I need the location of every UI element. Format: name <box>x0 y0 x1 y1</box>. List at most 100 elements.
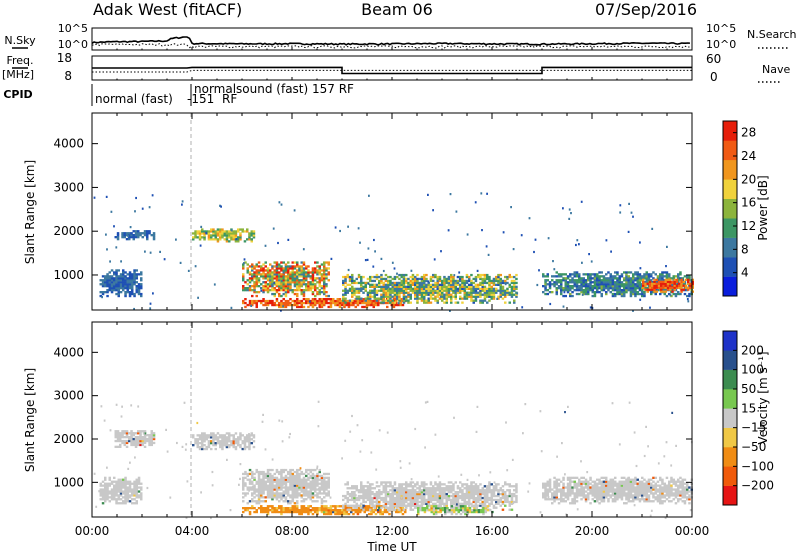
velocity-cell <box>124 490 127 493</box>
power-cell <box>659 279 662 282</box>
power-cell <box>106 275 109 278</box>
velocity-cell <box>452 489 455 492</box>
velocity-cell <box>409 504 412 507</box>
velocity-cell <box>445 487 448 490</box>
power-cell <box>309 287 312 290</box>
velocity-cell <box>425 498 428 502</box>
power-cell <box>260 301 263 305</box>
power-cell <box>234 236 238 239</box>
velocity-cell <box>497 502 500 505</box>
velocity-cell <box>314 494 317 497</box>
power-cell <box>407 301 410 304</box>
power-cell <box>407 295 410 298</box>
power-cell <box>443 293 446 296</box>
velocity-cell <box>302 500 306 503</box>
power-cell <box>378 285 381 288</box>
power-cell <box>122 285 125 288</box>
power-cell <box>488 295 491 298</box>
power-cell <box>242 275 245 278</box>
velocity-cell <box>345 507 348 510</box>
power-cell <box>382 285 385 288</box>
velocity-cell <box>316 474 319 478</box>
velocity-cell <box>420 489 424 492</box>
power-cell <box>128 294 132 298</box>
velocity-cell <box>472 496 475 500</box>
velocity-cell <box>506 483 509 486</box>
velocity-cell <box>356 510 360 514</box>
power-cell <box>546 273 549 276</box>
power-scatter <box>163 258 166 261</box>
power-cell <box>234 234 238 237</box>
velocity-cell <box>396 504 399 507</box>
power-scatter <box>447 229 450 232</box>
freq-series <box>92 66 692 75</box>
power-cell <box>216 240 220 243</box>
velocity-cell <box>438 481 442 484</box>
power-cell <box>221 232 224 235</box>
power-cell <box>450 277 453 281</box>
velocity-cell <box>391 504 394 507</box>
power-cell <box>375 275 379 279</box>
power-cell <box>203 234 206 237</box>
power-cell <box>680 280 683 283</box>
power-cell <box>291 289 294 292</box>
velocity-cell <box>305 488 308 491</box>
velocity-cell <box>124 480 127 483</box>
power-cell <box>447 295 451 298</box>
velocity-cell <box>441 507 445 510</box>
power-cell <box>456 283 460 286</box>
power-cell <box>398 273 401 277</box>
velocity-cell <box>560 494 563 497</box>
power-cell <box>459 277 462 281</box>
velocity-cell <box>119 486 123 489</box>
velocity-cell <box>250 432 253 435</box>
velocity-cell <box>456 485 460 488</box>
power-cell <box>342 283 345 286</box>
velocity-cell <box>378 500 381 504</box>
velocity-cell <box>150 439 153 443</box>
velocity-cell <box>248 482 252 485</box>
power-cell <box>587 279 590 282</box>
power-cell <box>342 275 345 279</box>
power-cell <box>659 277 662 280</box>
power-cell <box>380 301 383 304</box>
power-cell <box>659 292 662 296</box>
power-colorbar-frame <box>722 120 738 297</box>
power-cell <box>677 275 680 278</box>
velocity-cell <box>573 482 576 485</box>
power-cell <box>389 287 392 290</box>
power-cell <box>609 273 612 276</box>
power-cell <box>316 291 319 294</box>
power-cell <box>443 289 446 292</box>
power-cell <box>510 285 514 288</box>
velocity-cell <box>253 492 256 495</box>
velocity-cell <box>214 442 217 445</box>
velocity-cell <box>378 496 381 500</box>
power-cell <box>124 281 127 284</box>
power-cell <box>130 234 133 237</box>
power-cell <box>302 273 306 276</box>
power-cell <box>575 292 579 296</box>
velocity-cell <box>130 436 133 439</box>
power-cell <box>284 277 288 280</box>
velocity-cell <box>246 440 249 443</box>
power-cell <box>325 294 328 298</box>
velocity-cell <box>262 484 265 487</box>
velocity-cell <box>320 476 324 479</box>
power-cell <box>196 236 199 239</box>
power-cell <box>465 275 469 279</box>
velocity-cell <box>296 480 299 483</box>
velocity-cell <box>316 496 319 499</box>
power-cell <box>346 275 349 279</box>
velocity-cell <box>477 489 480 492</box>
power-cell <box>278 303 281 307</box>
velocity-cell <box>454 502 457 505</box>
power-cell <box>691 282 694 285</box>
velocity-cell <box>584 482 588 485</box>
power-cell <box>248 277 252 280</box>
velocity-cell <box>492 489 496 492</box>
velocity-cell <box>508 492 511 496</box>
velocity-cell <box>560 490 563 493</box>
power-cell <box>350 301 353 305</box>
velocity-cell <box>416 504 419 507</box>
